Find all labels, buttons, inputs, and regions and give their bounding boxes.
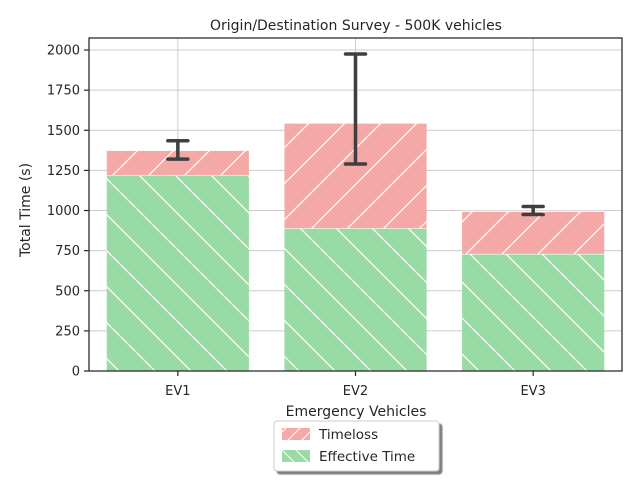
bar-hatch [462,253,605,371]
y-tick-label: 750 [55,244,80,259]
x-axis-title: Emergency Vehicles [286,404,427,420]
y-tick-label: 1000 [47,204,80,219]
y-tick-label: 1500 [47,124,80,139]
legend-label-timeloss: Timeloss [318,427,378,443]
y-tick-label: 0 [72,365,80,380]
y-tick-label: 1750 [47,84,80,99]
x-tick-label: EV1 [165,384,190,399]
bar-hatch [462,211,605,254]
y-axis-title: Total Time (s) [18,163,34,258]
x-tick-label: EV2 [343,384,368,399]
bar-hatch [106,175,249,371]
error-bars [166,52,545,217]
bars [106,122,605,371]
x-tick-label: EV3 [520,384,545,399]
y-tick-label: 500 [55,284,80,299]
y-tick-label: 250 [55,324,80,339]
y-tick-label: 2000 [47,44,80,59]
y-tick-label: 1250 [47,164,80,179]
axes: 0 250 500 750 1000 1250 1500 1750 2000 EV1 EV2 EV3 [47,37,623,399]
legend: Timeloss Effective Time [273,420,440,472]
legend-label-effective-time: Effective Time [319,449,415,465]
legend-frame [273,420,440,472]
plot-frame [88,37,623,372]
bar-hatch [284,228,427,371]
chart-title: Origin/Destination Survey - 500K vehicle… [210,18,502,34]
